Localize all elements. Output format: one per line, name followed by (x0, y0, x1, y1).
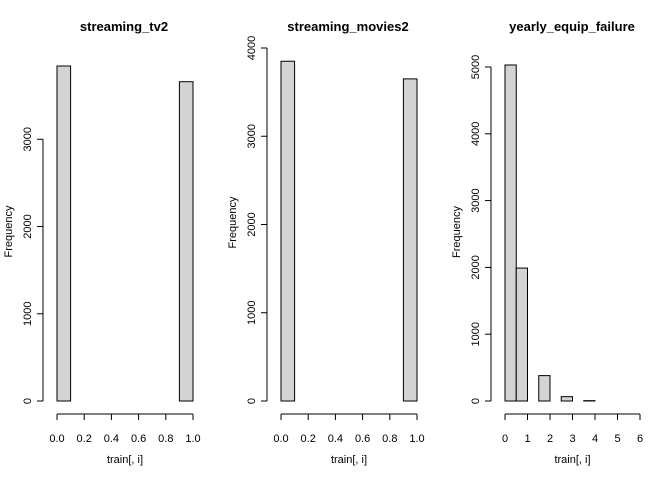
histogram-bar (538, 375, 551, 402)
x-tick-label: 0.2 (301, 433, 316, 445)
x-tick-label: 0.4 (104, 433, 119, 445)
y-axis-label: Frequency (227, 196, 239, 248)
y-tick-label: 4000 (246, 36, 258, 60)
y-tick-label: 1000 (470, 322, 482, 346)
histogram-bar (515, 267, 528, 402)
histogram-bar (280, 60, 296, 402)
x-tick-label: 0 (502, 433, 508, 445)
histogram-panel: yearly_equip_failure 0 1000 2000 3000 4000 500… (451, 19, 643, 466)
x-tick-label: 0.0 (273, 433, 288, 445)
x-axis-label: train[, i] (107, 454, 143, 466)
histogram-bar (56, 65, 72, 402)
x-tick-label: 6 (637, 433, 643, 445)
chart-title: streaming_movies2 (287, 19, 408, 34)
x-tick-label: 5 (614, 433, 620, 445)
x-axis-label: train[, i] (331, 454, 367, 466)
chart-title: streaming_tv2 (80, 19, 168, 34)
histogram-bars (56, 65, 194, 402)
y-tick-label: 0 (470, 398, 482, 404)
y-tick-label: 0 (246, 398, 258, 404)
x-tick-label: 1 (524, 433, 530, 445)
histogram-bar (504, 64, 517, 402)
x-tick-label: 0.2 (77, 433, 92, 445)
x-tick-label: 2 (547, 433, 553, 445)
x-tick-label: 0.4 (328, 433, 343, 445)
x-tick-label: 1.0 (409, 433, 424, 445)
chart-title: yearly_equip_failure (509, 19, 635, 34)
y-tick-label: 3000 (246, 124, 258, 148)
x-tick-label: 0.8 (382, 433, 397, 445)
histogram-bar (560, 396, 573, 402)
y-tick-label: 1000 (246, 301, 258, 325)
y-tick-label: 4000 (470, 122, 482, 146)
x-tick-label: 0.0 (49, 433, 64, 445)
histogram-bars (280, 60, 418, 402)
histogram-bar (178, 81, 194, 402)
y-tick-label: 3000 (470, 188, 482, 212)
histogram-panel: streaming_tv2 0 1000 2000 3000 0.0 0.2 0.4 0.6 0.… (3, 19, 201, 466)
y-tick-label: 2000 (470, 255, 482, 279)
x-tick-label: 3 (569, 433, 575, 445)
y-tick-label: 1000 (22, 302, 34, 326)
x-tick-label: 0.8 (158, 433, 173, 445)
y-axis-label: Frequency (451, 206, 463, 258)
histogram-panel: streaming_movies2 0 1000 2000 3000 4000 0.0 0.2… (227, 19, 425, 466)
histogram-bar (402, 78, 418, 402)
x-axis-label: train[, i] (554, 454, 590, 466)
y-axis-label: Frequency (3, 205, 15, 257)
histogram-bars (504, 64, 596, 402)
y-tick-label: 5000 (470, 55, 482, 79)
x-tick-label: 0.6 (131, 433, 146, 445)
y-tick-label: 0 (22, 398, 34, 404)
x-tick-label: 4 (592, 433, 598, 445)
x-tick-label: 1.0 (185, 433, 200, 445)
y-tick-label: 2000 (246, 212, 258, 236)
y-tick-label: 2000 (22, 214, 34, 238)
y-tick-label: 3000 (22, 127, 34, 151)
x-tick-label: 0.6 (355, 433, 370, 445)
